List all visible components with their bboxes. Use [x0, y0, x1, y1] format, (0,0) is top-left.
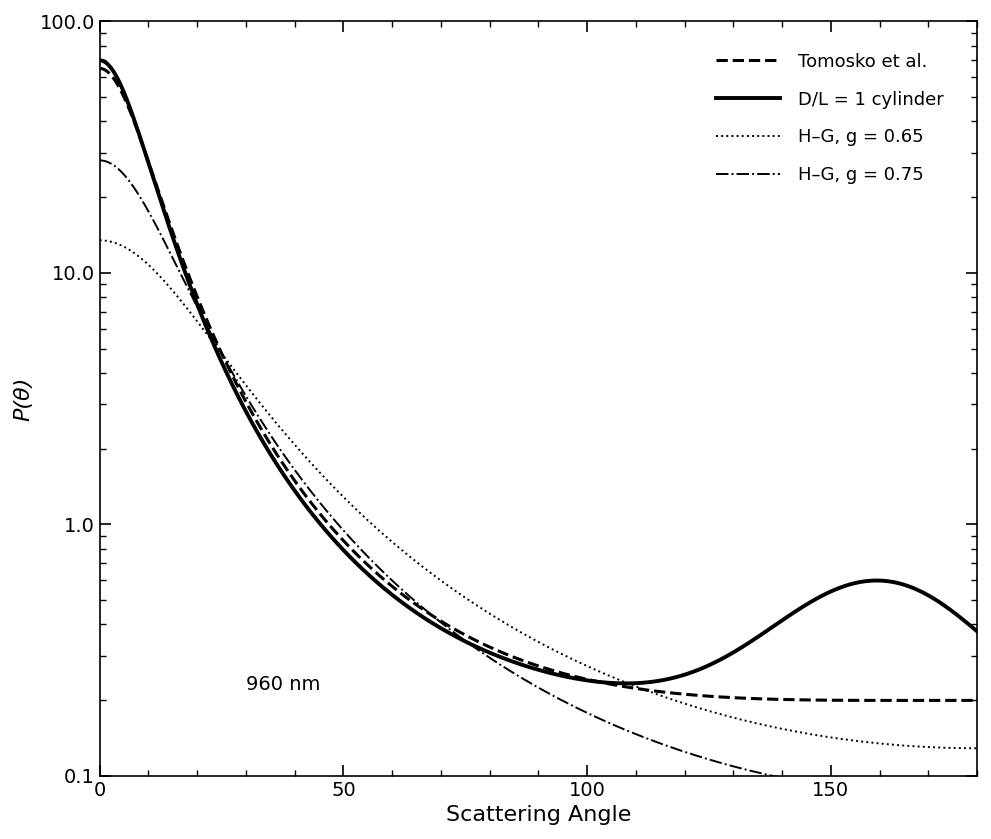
Line: Tomosko et al.: Tomosko et al.: [100, 69, 977, 701]
D/L = 1 cylinder: [139, 145, 151, 155]
D/L = 1 cylinder: [94, 55, 106, 65]
H–G, g = 0.75: [945, 793, 957, 803]
D/L = 1 cylinder: [971, 626, 983, 636]
H–G, g = 0.75: [497, 661, 509, 671]
H–G, g = 0.65: [945, 743, 957, 753]
Line: D/L = 1 cylinder: D/L = 1 cylinder: [100, 60, 977, 684]
Line: H–G, g = 0.65: H–G, g = 0.65: [100, 240, 977, 748]
Tomosko et al.: [520, 657, 532, 667]
X-axis label: Scattering Angle: Scattering Angle: [446, 805, 631, 825]
H–G, g = 0.75: [945, 793, 957, 803]
H–G, g = 0.65: [94, 235, 106, 245]
D/L = 1 cylinder: [620, 679, 632, 689]
Tomosko et al.: [945, 696, 957, 706]
H–G, g = 0.65: [945, 743, 957, 753]
H–G, g = 0.75: [520, 675, 532, 685]
Legend: Tomosko et al., D/L = 1 cylinder, H–G, g = 0.65, H–G, g = 0.75: Tomosko et al., D/L = 1 cylinder, H–G, g…: [710, 45, 950, 191]
Tomosko et al.: [497, 648, 509, 658]
D/L = 1 cylinder: [520, 661, 532, 671]
H–G, g = 0.65: [785, 726, 797, 736]
Tomosko et al.: [785, 695, 797, 705]
Tomosko et al.: [139, 145, 151, 155]
H–G, g = 0.75: [971, 793, 983, 803]
Tomosko et al.: [889, 696, 901, 706]
H–G, g = 0.65: [139, 256, 151, 266]
Tomosko et al.: [946, 696, 958, 706]
Text: 960 nm: 960 nm: [246, 675, 320, 694]
Tomosko et al.: [971, 696, 983, 706]
Tomosko et al.: [94, 64, 106, 74]
Y-axis label: P(θ): P(θ): [14, 377, 34, 420]
H–G, g = 0.75: [785, 774, 797, 784]
H–G, g = 0.75: [94, 155, 106, 165]
H–G, g = 0.65: [520, 630, 532, 640]
Line: H–G, g = 0.75: H–G, g = 0.75: [100, 160, 977, 798]
H–G, g = 0.65: [497, 617, 509, 627]
D/L = 1 cylinder: [945, 606, 957, 616]
H–G, g = 0.75: [139, 200, 151, 210]
D/L = 1 cylinder: [497, 653, 509, 663]
D/L = 1 cylinder: [946, 606, 958, 616]
H–G, g = 0.65: [971, 743, 983, 753]
D/L = 1 cylinder: [785, 609, 797, 619]
